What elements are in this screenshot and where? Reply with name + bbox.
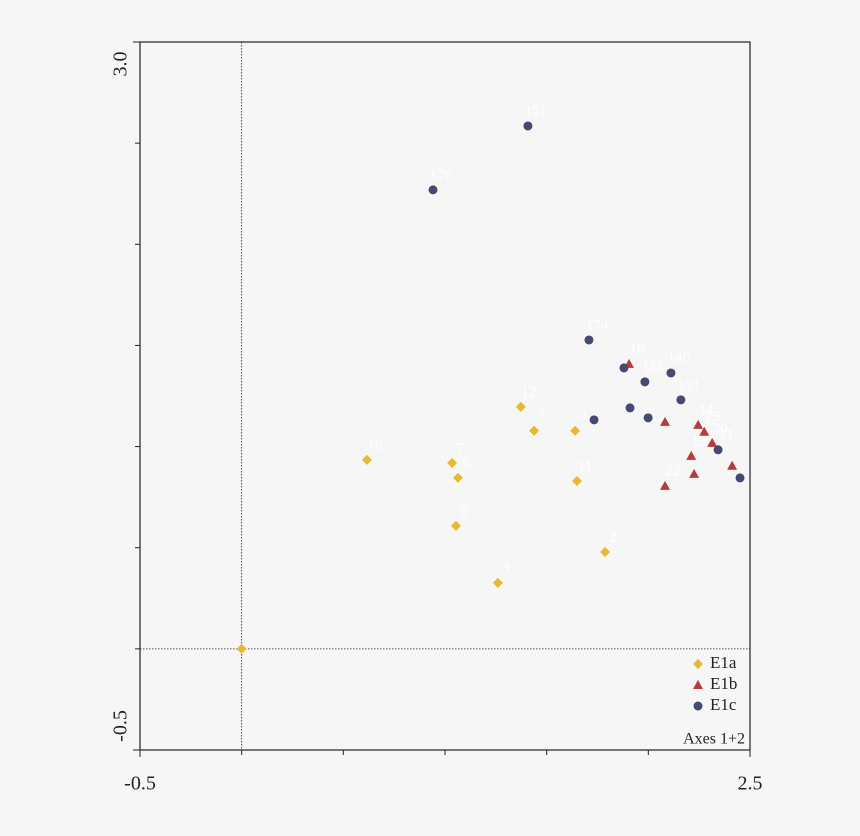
legend-label: E1c xyxy=(710,695,737,714)
point xyxy=(660,416,671,426)
point-label: 10 xyxy=(367,437,382,453)
legend-label: E1b xyxy=(710,674,737,693)
point xyxy=(727,460,738,470)
point xyxy=(361,454,372,465)
point xyxy=(600,546,611,557)
legend-marker xyxy=(693,680,703,689)
point xyxy=(676,395,686,405)
point xyxy=(584,335,594,345)
point-label: 151 xyxy=(525,103,548,119)
point xyxy=(523,121,533,131)
point-label: 16 xyxy=(630,341,646,357)
legend-marker xyxy=(693,659,703,669)
point xyxy=(686,450,697,460)
point xyxy=(693,419,704,429)
point xyxy=(643,413,653,423)
point xyxy=(515,401,526,412)
point-label: 4 xyxy=(579,408,587,424)
point-label: 11 xyxy=(578,458,592,474)
point xyxy=(571,475,582,486)
point xyxy=(428,185,438,195)
point xyxy=(625,403,635,413)
point-label: 6 xyxy=(462,455,470,471)
legend-marker xyxy=(693,701,703,711)
point-label: 5 xyxy=(538,408,546,424)
point-label: 8 xyxy=(460,503,468,519)
point xyxy=(689,468,700,478)
legend-label: E1a xyxy=(710,653,737,672)
point xyxy=(640,377,650,387)
point-label: 176 xyxy=(430,167,453,183)
point-label: 12 xyxy=(521,384,536,400)
point-label: 21 xyxy=(719,427,734,443)
point xyxy=(236,643,247,654)
point xyxy=(735,473,745,483)
point-label: 155 xyxy=(642,359,665,375)
x-tick-label: 2.5 xyxy=(738,773,763,795)
point-label: 15 xyxy=(705,409,720,425)
point xyxy=(666,368,676,378)
point-label: 14 xyxy=(699,402,715,418)
point xyxy=(570,425,581,436)
point-label: 13 xyxy=(692,433,707,449)
x-tick-label: -0.5 xyxy=(124,773,156,795)
point xyxy=(699,426,710,436)
point xyxy=(589,415,599,425)
point-label: 3 xyxy=(502,560,510,576)
point xyxy=(619,363,629,373)
point xyxy=(450,520,461,531)
point-label: 22 xyxy=(666,463,681,479)
point-label: 2 xyxy=(609,529,617,545)
point xyxy=(529,425,540,436)
annotation: Axes 1+2 xyxy=(683,731,745,748)
point-label: 20 xyxy=(713,420,728,436)
y-tick-label: 3.0 xyxy=(110,52,132,77)
point-label: 7 xyxy=(456,440,464,456)
y-tick-label: -0.5 xyxy=(110,710,132,742)
point-label: 174 xyxy=(586,317,609,333)
point xyxy=(447,457,458,468)
point xyxy=(453,472,464,483)
point xyxy=(707,437,718,447)
point xyxy=(492,577,503,588)
point-label: 131 xyxy=(678,377,701,393)
point xyxy=(713,445,723,455)
point-label: 146 xyxy=(668,350,691,366)
point xyxy=(660,480,671,490)
